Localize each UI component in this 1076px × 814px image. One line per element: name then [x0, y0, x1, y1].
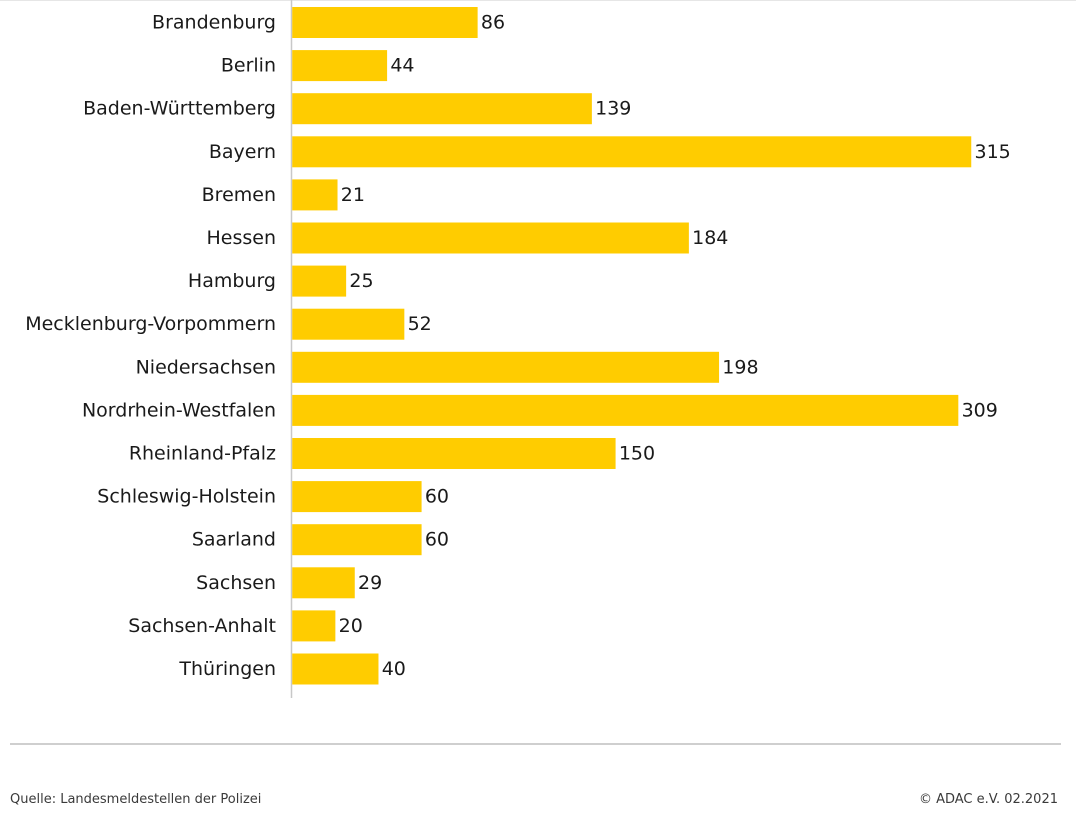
value-label: 60 — [425, 486, 449, 508]
source-note: Quelle: Landesmeldestellen der Polizei — [10, 792, 262, 807]
value-label: 25 — [349, 270, 373, 292]
value-label: 29 — [358, 572, 382, 594]
category-label: Bremen — [202, 184, 276, 206]
bar — [292, 524, 422, 556]
category-label: Saarland — [192, 529, 276, 551]
category-label: Rheinland-Pfalz — [129, 443, 276, 465]
category-label: Niedersachsen — [136, 356, 276, 378]
bar — [292, 136, 972, 168]
value-label: 52 — [408, 313, 432, 335]
category-label: Schleswig-Holstein — [97, 486, 276, 508]
category-label: Hessen — [206, 227, 276, 249]
bar — [292, 222, 689, 254]
value-label: 315 — [975, 141, 1011, 163]
value-label: 184 — [692, 227, 728, 249]
category-label: Sachsen-Anhalt — [128, 615, 276, 637]
value-label: 20 — [339, 615, 363, 637]
bar — [292, 50, 388, 82]
category-label: Hamburg — [188, 270, 276, 292]
value-label: 86 — [481, 12, 505, 34]
value-label: 198 — [722, 356, 758, 378]
bar — [292, 308, 405, 340]
category-label: Thüringen — [178, 658, 276, 680]
bar — [292, 351, 720, 383]
category-label: Nordrhein-Westfalen — [82, 399, 276, 421]
category-label: Berlin — [221, 55, 276, 77]
category-label: Mecklenburg-Vorpommern — [25, 313, 276, 335]
category-label: Bayern — [209, 141, 276, 163]
category-label: Sachsen — [196, 572, 276, 594]
copyright-note: © ADAC e.V. 02.2021 — [918, 792, 1058, 807]
value-label: 139 — [595, 98, 631, 120]
footer-divider — [10, 743, 1061, 745]
bar-chart-svg: Brandenburg 86 Berlin 44 Baden-Württemberg 13… — [25, 0, 1011, 698]
bar — [292, 481, 422, 513]
bar — [292, 179, 338, 211]
bar-chart: Brandenburg 86 Berlin 44 Baden-Württemberg 13… — [25, 0, 1011, 698]
bar — [292, 653, 379, 685]
value-label: 44 — [390, 55, 414, 77]
bar — [292, 265, 347, 297]
value-label: 40 — [382, 658, 406, 680]
category-label: Brandenburg — [152, 12, 276, 34]
bar — [292, 610, 336, 642]
bar — [292, 394, 959, 426]
category-label: Baden-Württemberg — [83, 98, 276, 120]
bar — [292, 93, 592, 125]
value-label: 21 — [341, 184, 365, 206]
bar — [292, 567, 355, 599]
value-label: 60 — [425, 529, 449, 551]
value-label: 150 — [619, 443, 655, 465]
top-rule — [0, 0, 1076, 1]
bar — [292, 438, 616, 469]
bar — [292, 7, 478, 38]
value-label: 309 — [962, 399, 998, 421]
